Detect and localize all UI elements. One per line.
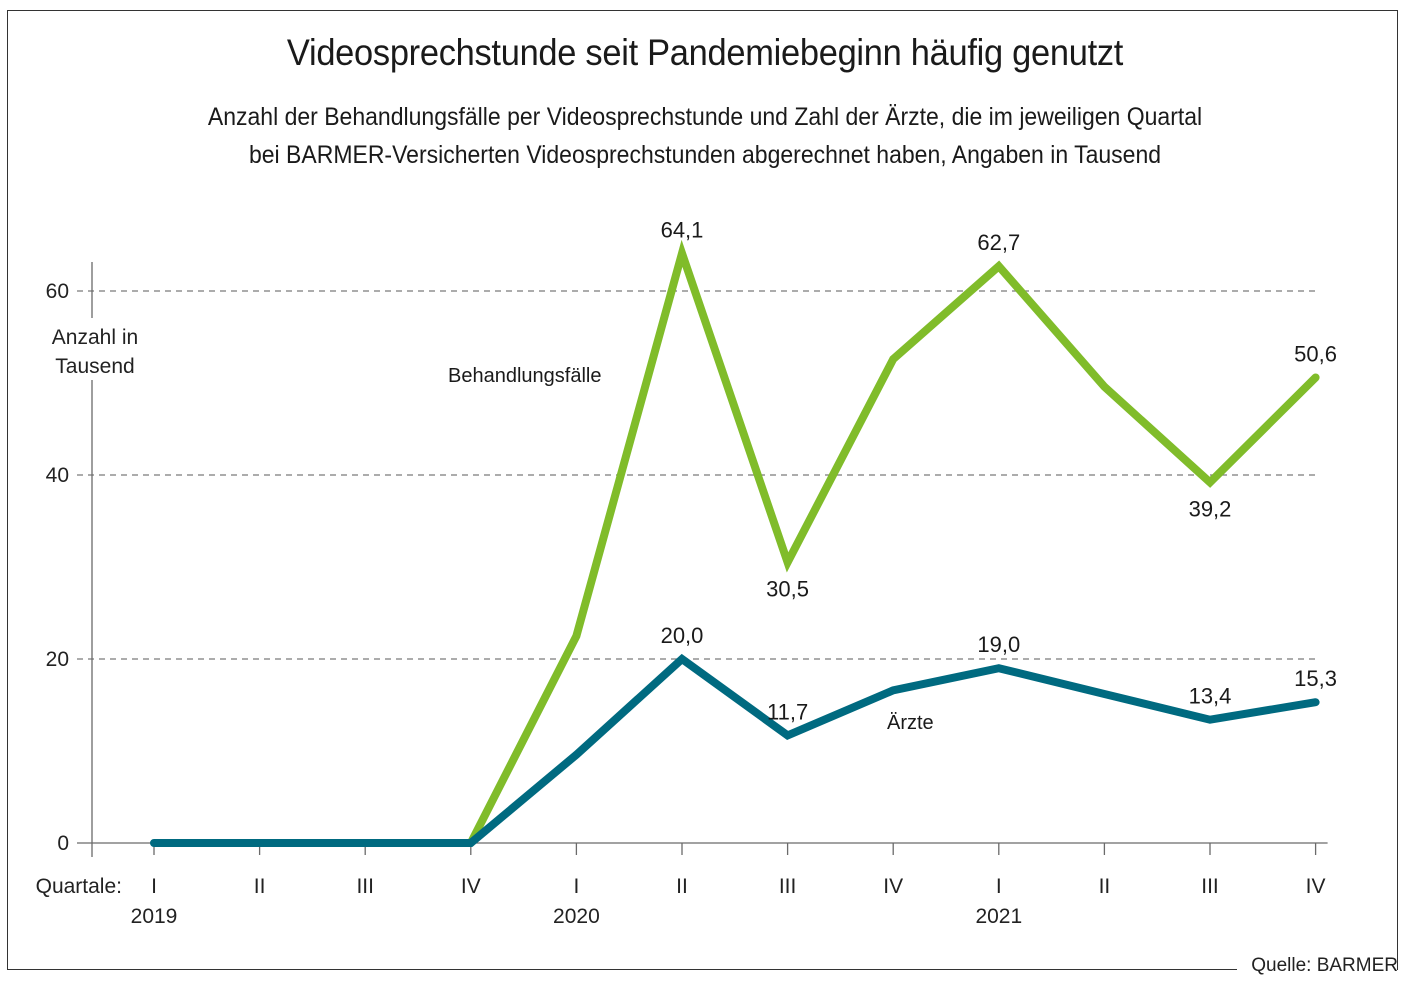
x-tick-label-3: IV [461, 875, 481, 898]
data-label-1-6: 11,7 [767, 699, 808, 724]
y-axis-label-line-2: Tausend [55, 355, 134, 378]
x-tick-label-7: IV [883, 875, 903, 898]
data-label-0-5: 64,1 [661, 217, 704, 242]
x-tick-label-5: II [676, 875, 688, 898]
series-name-behandlungsfaelle: Behandlungsfälle [448, 365, 601, 387]
x-axis-label: Quartale: [36, 875, 122, 898]
x-tick-label-6: III [779, 875, 797, 898]
series-line-behandlungsfaelle [466, 239, 1320, 847]
subtitle-line-1: Anzahl der Behandlungsfälle per Videospr… [207, 103, 1203, 131]
x-tick-label-2: III [356, 875, 374, 898]
year-label-2020: 2020 [553, 905, 600, 928]
x-tick-label-4: I [573, 875, 579, 898]
gridlines [77, 290, 1316, 660]
chart-title: Videosprechstunde seit Pandemiebeginn hä… [286, 32, 1124, 73]
x-tick-label-1: II [254, 875, 266, 898]
axes [77, 262, 1328, 857]
y-tick-label-60: 60 [46, 280, 69, 303]
data-label-1-5: 20,0 [661, 623, 704, 648]
data-label-1-11: 15,3 [1294, 666, 1337, 691]
x-tick-label-0: I [151, 875, 157, 898]
y-axis-label-background [40, 318, 150, 380]
y-axis-label-line-1: Anzahl in [52, 326, 138, 349]
source-note: Quelle: BARMER [1251, 955, 1398, 976]
year-label-2021: 2021 [975, 905, 1022, 928]
data-label-1-10: 13,4 [1189, 684, 1232, 709]
y-axis-ticks: 0 20 40 60 [46, 280, 69, 855]
data-label-0-11: 50,6 [1294, 341, 1337, 366]
data-label-1-8: 19,0 [977, 632, 1020, 657]
chart-frame-bottom [7, 969, 1237, 970]
year-label-2019: 2019 [131, 905, 178, 928]
x-tick-label-10: III [1201, 875, 1219, 898]
x-tick-label-11: IV [1306, 875, 1326, 898]
chart-subtitle: Anzahl der Behandlungsfälle per Videospr… [56, 98, 1353, 174]
x-tick-label-9: II [1099, 875, 1111, 898]
data-labels: 64,1 30,5 62,7 39,2 50,6 20,0 11,7 19,0 13,4 15,3 [661, 217, 1337, 724]
series-name-aerzte: Ärzte [887, 712, 934, 734]
series-line-aerzte [150, 653, 1320, 847]
data-label-0-8: 62,7 [977, 230, 1020, 255]
y-axis-label: Anzahl in Tausend [40, 318, 150, 380]
x-tick-label-8: I [996, 875, 1002, 898]
y-tick-label-40: 40 [46, 464, 69, 487]
data-label-0-10: 39,2 [1189, 496, 1232, 521]
y-tick-label-0: 0 [57, 832, 69, 855]
series-lines [150, 239, 1320, 847]
data-label-0-6: 30,5 [766, 576, 809, 601]
subtitle-line-2: bei BARMER-Versicherten Videosprechstund… [248, 141, 1162, 169]
chart-frame [7, 10, 1398, 970]
y-tick-label-20: 20 [46, 648, 69, 671]
